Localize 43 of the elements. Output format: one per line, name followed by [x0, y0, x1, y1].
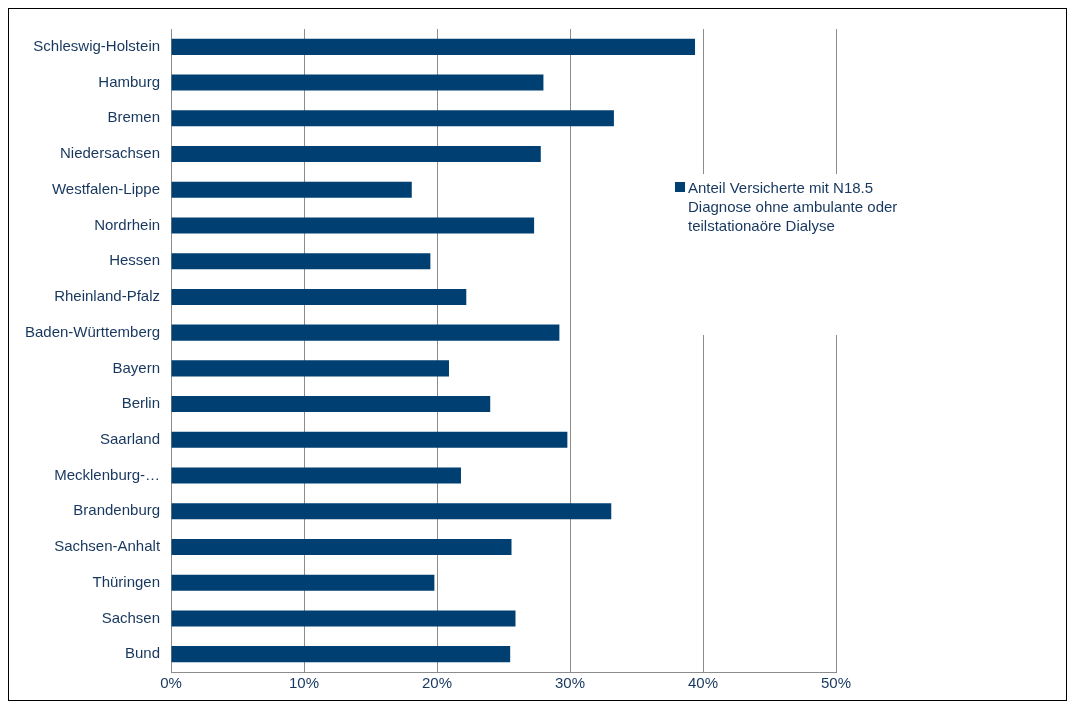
y-tick-label: Sachsen — [101, 608, 161, 626]
bar — [171, 38, 696, 55]
bar — [171, 646, 511, 663]
bar — [171, 288, 467, 305]
x-tick-label: 30% — [555, 674, 586, 692]
bar — [171, 217, 535, 234]
y-tick-label: Bayern — [112, 358, 161, 376]
bar — [171, 324, 560, 341]
x-tick-label: 50% — [820, 674, 852, 692]
y-tick-label: Hessen — [109, 251, 161, 269]
x-tick-label: 10% — [289, 674, 320, 692]
y-tick-label: Westfalen-Lippe — [51, 179, 161, 197]
x-tick-label: 20% — [422, 674, 453, 692]
y-tick-label: Niedersachsen — [60, 144, 161, 162]
x-tick-label: 40% — [688, 674, 719, 692]
bar — [171, 538, 512, 556]
bar — [171, 110, 614, 127]
y-tick-label: Nordrhein — [94, 215, 161, 233]
y-tick-label: Mecklenburg-… — [54, 465, 161, 483]
x-tick-label: 0% — [160, 674, 182, 692]
y-tick-label: Bund — [125, 644, 161, 662]
bar — [171, 467, 461, 484]
bar — [171, 610, 516, 627]
y-tick-label: Schleswig-Holstein — [33, 37, 161, 54]
bar — [171, 145, 541, 163]
y-tick-label: Hamburg — [98, 72, 161, 90]
y-tick-label: Baden-Württemberg — [25, 322, 161, 340]
y-tick-label: Rheinland-Pfalz — [54, 287, 161, 305]
y-tick-label: Bremen — [107, 108, 161, 126]
y-tick-label: Berlin — [121, 394, 161, 412]
bar — [171, 360, 449, 377]
bar — [171, 181, 412, 198]
bar — [171, 503, 612, 520]
y-tick-label: Thüringen — [92, 572, 161, 590]
y-tick-label: Sachsen-Anhalt — [54, 537, 161, 555]
bar — [171, 431, 568, 448]
legend-label: Anteil Versicherte mit N18.5 Diagnose ohne ambulante oder teilstationaöre Dialyse — [688, 178, 899, 235]
y-tick-label: Saarland — [100, 429, 161, 447]
bar — [171, 396, 491, 413]
bar — [171, 74, 544, 91]
bar — [171, 253, 431, 270]
y-tick-label: Brandenburg — [73, 501, 161, 519]
bar — [171, 574, 435, 591]
